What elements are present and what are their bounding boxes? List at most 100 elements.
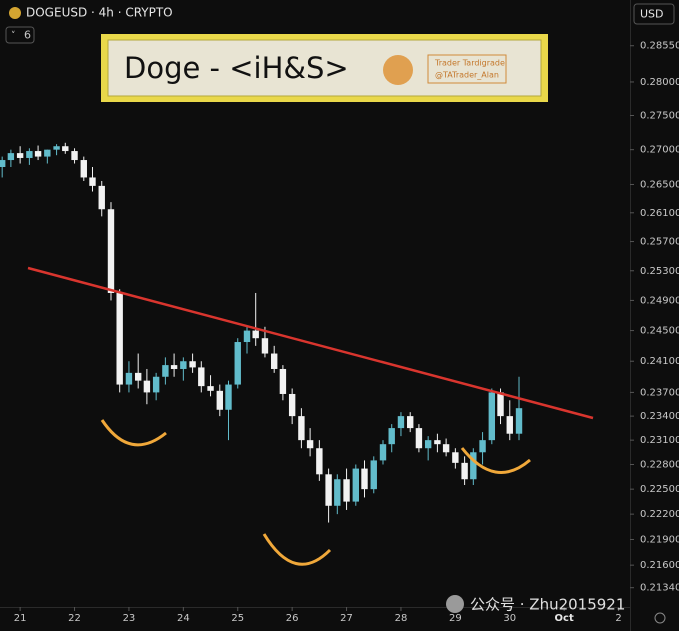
y-tick-label: 0.25300 — [640, 266, 679, 277]
y-tick-label: 0.26500 — [640, 179, 679, 190]
y-tick-label: 0.23100 — [640, 435, 679, 446]
candle-body — [434, 440, 441, 445]
candle-body — [44, 149, 51, 157]
candle-body — [80, 160, 87, 178]
candle-body — [442, 444, 450, 453]
candle-body — [497, 392, 504, 417]
candle-body — [16, 153, 24, 158]
candle-body — [26, 151, 33, 158]
candle-body — [162, 365, 169, 377]
credit: Trader Tardigrade — [434, 59, 505, 68]
candle-body — [352, 468, 360, 502]
candle-body — [180, 361, 187, 369]
credit: @TATrader_Alan — [435, 71, 499, 80]
candle-body — [298, 416, 305, 441]
candle-body — [334, 479, 341, 506]
y-tick-label: 0.24100 — [640, 356, 679, 367]
chevron: ˅ — [11, 31, 16, 41]
candle-body — [479, 440, 486, 453]
shoulder-curve — [100, 419, 167, 447]
y-tick-label: 0.21340 — [640, 583, 679, 594]
shoulder-curve — [460, 447, 531, 474]
x-tick-label: 26 — [286, 613, 299, 624]
candle-body — [89, 177, 96, 186]
candle-body — [134, 372, 142, 381]
candle-body — [288, 393, 296, 417]
y-tick-label: 0.27500 — [640, 111, 679, 122]
candle-body — [53, 146, 60, 150]
x-tick-label: 2 — [615, 613, 621, 624]
candle-body — [388, 428, 395, 445]
y-tick-label: 0.24500 — [640, 326, 679, 337]
x-tick-label: 21 — [14, 613, 27, 624]
indicator-toggle[interactable] — [5, 26, 35, 44]
y-tick-label: 0.22200 — [640, 509, 679, 520]
candle-body — [325, 474, 332, 506]
candle-body — [370, 460, 377, 490]
currency-button[interactable] — [633, 3, 675, 25]
candle-body — [170, 365, 178, 369]
candle-body — [407, 416, 414, 429]
x-tick-label: 29 — [449, 613, 462, 624]
candle-body — [189, 361, 196, 368]
candle-body — [143, 380, 151, 393]
candle-body — [252, 330, 259, 339]
y-tick-label: 0.24900 — [640, 295, 679, 306]
neckline — [27, 266, 594, 420]
currency[interactable]: USD — [640, 8, 664, 21]
candle-body — [207, 386, 214, 391]
candle-body — [225, 384, 232, 410]
candle-body — [116, 292, 123, 385]
y-tick-label: 0.25700 — [640, 237, 679, 248]
candle-body — [198, 367, 205, 387]
candle-body — [7, 153, 15, 161]
x-tick-label: 25 — [231, 613, 244, 624]
candle-body — [488, 392, 496, 441]
candle-body — [424, 440, 432, 449]
annotation-box — [107, 39, 542, 97]
y-tick-label: 0.28000 — [640, 77, 679, 88]
candle-body — [125, 372, 133, 385]
candle-body — [270, 353, 278, 369]
candle-body — [379, 444, 387, 461]
candle-body — [397, 416, 405, 429]
candle-body — [343, 479, 350, 502]
y-tick-label: 0.22800 — [640, 459, 679, 470]
head-curve — [262, 533, 332, 566]
y-tick-label: 0.27000 — [640, 145, 679, 156]
candle-body — [515, 408, 523, 434]
logo — [383, 55, 413, 85]
candle-body — [98, 185, 105, 210]
grid — [19, 45, 634, 611]
candle-body — [470, 452, 477, 480]
candle-body — [306, 440, 314, 449]
x-tick-label: 27 — [340, 613, 353, 624]
candle-body — [216, 390, 223, 410]
watermark-icon — [446, 595, 464, 613]
candle-body — [62, 146, 69, 152]
candle-body — [316, 448, 323, 475]
annotation-text: Doge - <iH&S> — [124, 51, 349, 85]
candle-body — [361, 468, 368, 490]
settings-icon[interactable] — [654, 612, 666, 624]
candle-body — [415, 428, 423, 449]
x-tick-label: 30 — [503, 613, 516, 624]
y-tick-label: 0.22500 — [640, 484, 679, 495]
candle-body — [506, 416, 513, 434]
candle-body — [71, 151, 78, 161]
plot — [0, 142, 523, 523]
y-tick-label: 0.21600 — [640, 560, 679, 571]
candle-body — [279, 368, 287, 394]
candle-body — [34, 151, 42, 157]
candle-body — [452, 452, 459, 463]
y-tick-label: 0.23400 — [640, 411, 679, 422]
candle-body — [261, 338, 269, 354]
indicator-count[interactable]: 6 — [24, 29, 31, 42]
x-tick-label: 23 — [123, 613, 136, 624]
watermark: 公众号 · Zhu2015921 — [470, 596, 625, 614]
y-tick-label: 0.23700 — [640, 387, 679, 398]
y-tick-label: 0.26100 — [640, 208, 679, 219]
